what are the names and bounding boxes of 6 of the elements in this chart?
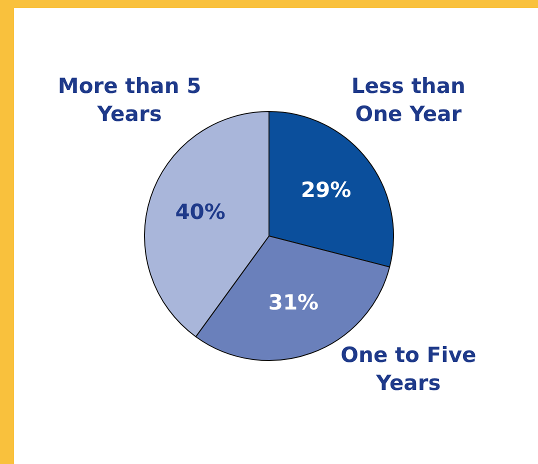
data-label: 31% (268, 290, 319, 314)
slice-label: More than 5 Years (58, 74, 202, 126)
data-label: 40% (175, 200, 226, 224)
slice-label: One to Five Years (340, 342, 476, 395)
slice-label: Less than One Year (351, 74, 466, 126)
data-label: 29% (300, 178, 352, 202)
